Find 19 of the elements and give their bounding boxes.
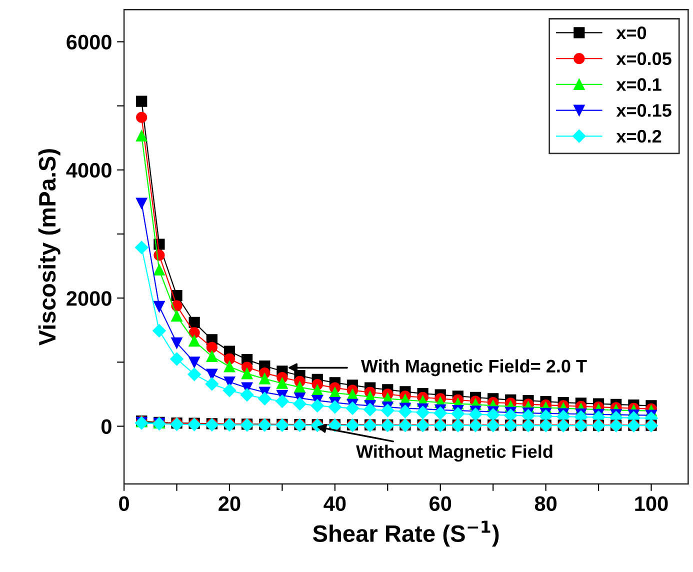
legend-label: x=0.1 [616,78,662,91]
legend-label: x=0.05 [616,52,672,66]
legend-label: x=0 [616,26,646,40]
x-tick-label: 80 [534,496,557,512]
y-tick-label: 4000 [66,162,112,178]
annotation: Without Magnetic Field [356,444,552,462]
x-tick-label: 60 [430,496,452,512]
x-tick-label: 40 [324,496,346,512]
y-tick-label: 2000 [66,291,112,306]
x-axis-title: Shear Rate (S$^{−1}$) [312,520,499,547]
x-tick-label: 20 [218,496,240,512]
legend-label: x=0.15 [616,104,672,117]
annotation: With Magnetic Field= 2.0 T [360,359,587,376]
y-axis-title: Viscosity (mPa.S) [38,149,60,346]
y-tick-label: 0 [101,419,112,434]
x-tick-label: 0 [119,496,129,512]
legend-label: x=0.2 [616,130,662,143]
x-tick-label: 100 [635,496,668,512]
y-tick-label: 6000 [66,34,112,50]
